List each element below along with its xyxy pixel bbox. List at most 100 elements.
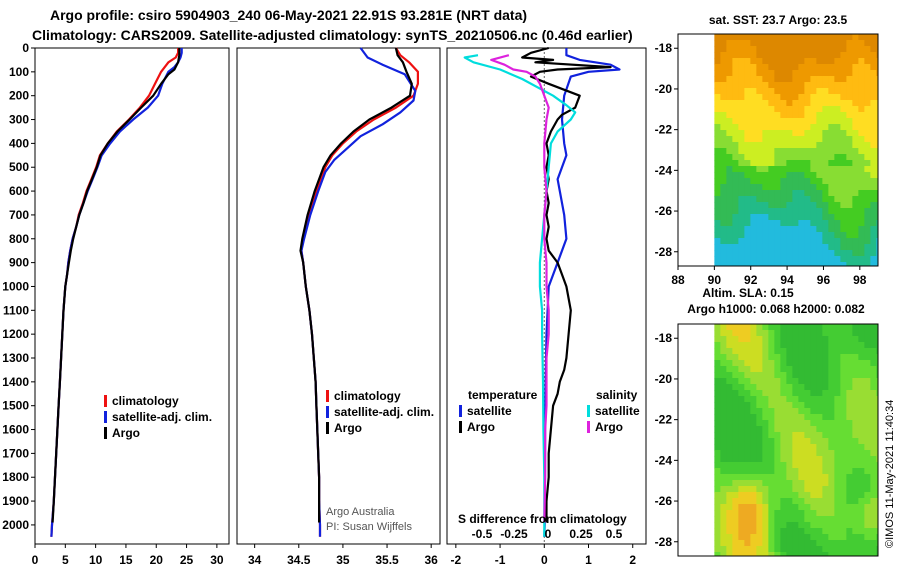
map-cell [846, 244, 853, 251]
map-cell [822, 516, 829, 523]
map-cell [834, 154, 841, 161]
map-cell [774, 342, 781, 349]
map-cell [840, 220, 847, 227]
map-cell [774, 378, 781, 385]
map-cell [726, 498, 733, 505]
map-cell [738, 250, 745, 257]
map-cell [780, 70, 787, 77]
secondary-x-tick-label: 0 [545, 527, 552, 541]
y-tick-label: 600 [9, 184, 29, 198]
map-cell [864, 348, 871, 355]
map-cell [726, 480, 733, 487]
map-cell [870, 118, 877, 125]
map-cell [738, 486, 745, 493]
map-cell [870, 336, 877, 343]
map-cell [720, 528, 727, 535]
legend-label: satellite-adj. clim. [334, 405, 434, 419]
map-cell [786, 136, 793, 143]
map-cell [744, 52, 751, 59]
map-cell [768, 384, 775, 391]
map-cell [858, 360, 865, 367]
map-cell [858, 178, 865, 185]
map-cell [846, 414, 853, 421]
map-cell [750, 76, 757, 83]
map-cell [768, 522, 775, 529]
map-cell [744, 58, 751, 65]
map-cell [828, 40, 835, 47]
map-cell [768, 202, 775, 209]
map-cell [714, 130, 721, 137]
map-cell [726, 432, 733, 439]
y-tick-label: 2000 [2, 518, 29, 532]
map-cell [762, 166, 769, 173]
map-cell [762, 112, 769, 119]
map-cell [816, 40, 823, 47]
y-tick-label: 1400 [2, 375, 29, 389]
map-cell [762, 510, 769, 517]
map-cell [852, 384, 859, 391]
map-cell [810, 214, 817, 221]
map-cell [828, 232, 835, 239]
map-cell [780, 184, 787, 191]
map-cell [852, 534, 859, 541]
map-cell [816, 88, 823, 95]
map-cell [822, 58, 829, 65]
map-cell [774, 492, 781, 499]
map-cell [810, 420, 817, 427]
map-cell [816, 516, 823, 523]
map-cell [798, 226, 805, 233]
map-cell [726, 492, 733, 499]
map-cell [816, 510, 823, 517]
map-cell [732, 444, 739, 451]
map-cell [720, 142, 727, 149]
map-cell [852, 112, 859, 119]
map-cell [822, 100, 829, 107]
map-cell [780, 172, 787, 179]
map-cell [750, 456, 757, 463]
map-cell [750, 64, 757, 71]
map-cell [840, 378, 847, 385]
map-cell [798, 534, 805, 541]
map-cell [786, 342, 793, 349]
map-cell [876, 336, 879, 343]
map-cell [876, 40, 879, 47]
map-cell [786, 58, 793, 65]
map-cell [870, 226, 877, 233]
map-cell [840, 88, 847, 95]
map-cell [798, 378, 805, 385]
map-cell [834, 172, 841, 179]
map-cell [810, 390, 817, 397]
map-cell [780, 552, 787, 557]
map-cell [846, 196, 853, 203]
map-cell [828, 462, 835, 469]
x-tick-label: 36 [424, 553, 438, 567]
map-cell [816, 142, 823, 149]
map-cell [732, 226, 739, 233]
map-cell [846, 166, 853, 173]
map-cell [756, 480, 763, 487]
map-cell [762, 528, 769, 535]
map-cell [834, 522, 841, 529]
map-cell [720, 136, 727, 143]
map-cell [792, 348, 799, 355]
y-tick-label: -20 [655, 82, 673, 96]
map-cell [720, 552, 727, 557]
map-cell [792, 546, 799, 553]
map-cell [756, 220, 763, 227]
map-cell [732, 112, 739, 119]
map-cell [864, 256, 871, 263]
map-cell [876, 492, 879, 499]
map-cell [750, 534, 757, 541]
map-cell [828, 432, 835, 439]
map-cell [846, 396, 853, 403]
map-cell [798, 106, 805, 113]
map-cell [804, 498, 811, 505]
map-cell [726, 486, 733, 493]
map-cell [834, 124, 841, 131]
map-cell [792, 480, 799, 487]
map-cell [780, 342, 787, 349]
map-cell [738, 256, 745, 263]
map-cell [714, 178, 721, 185]
map-cell [756, 396, 763, 403]
map-cell [732, 540, 739, 547]
